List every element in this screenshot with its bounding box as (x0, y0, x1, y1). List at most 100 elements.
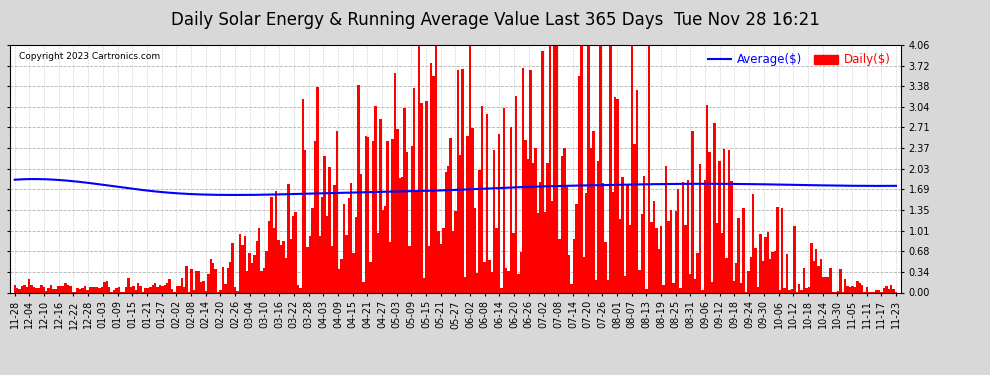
Bar (115, 288, 118, 292)
Bar (445, 172, 446, 292)
Bar (691, 131, 694, 292)
Bar (50, 285, 52, 292)
Bar (771, 252, 774, 292)
Bar (416, 191, 418, 292)
Bar (319, 236, 321, 292)
Bar (805, 288, 808, 292)
Bar (726, 258, 728, 292)
Bar (665, 166, 667, 292)
Bar (600, 45, 602, 292)
Bar (224, 284, 227, 292)
Bar (394, 73, 396, 292)
Bar (246, 271, 248, 292)
Bar (215, 268, 217, 292)
Bar (333, 184, 336, 292)
Bar (587, 45, 590, 292)
Bar (735, 264, 738, 292)
Bar (788, 290, 791, 292)
Bar (108, 287, 110, 292)
Bar (823, 277, 825, 292)
Bar (66, 285, 69, 292)
Bar (696, 254, 699, 292)
Bar (459, 155, 461, 292)
Bar (294, 212, 297, 292)
Bar (379, 119, 381, 292)
Bar (399, 178, 401, 292)
Bar (609, 45, 612, 292)
Bar (355, 217, 357, 292)
Bar (297, 285, 299, 292)
Bar (190, 269, 193, 292)
Bar (551, 201, 553, 292)
Bar (580, 45, 582, 292)
Bar (570, 284, 573, 292)
Bar (875, 290, 878, 292)
Bar (525, 140, 527, 292)
Bar (289, 239, 292, 292)
Bar (389, 242, 391, 292)
Bar (890, 285, 892, 292)
Bar (851, 286, 853, 292)
Bar (242, 244, 244, 292)
Bar (505, 268, 508, 292)
Bar (280, 245, 282, 292)
Bar (738, 218, 740, 292)
Bar (660, 226, 662, 292)
Bar (352, 254, 355, 292)
Bar (147, 288, 149, 292)
Bar (386, 141, 389, 292)
Bar (846, 286, 848, 292)
Bar (885, 286, 888, 292)
Bar (650, 222, 652, 292)
Bar (677, 189, 679, 292)
Bar (888, 290, 890, 292)
Bar (23, 285, 26, 292)
Bar (490, 272, 493, 292)
Bar (544, 212, 546, 292)
Bar (19, 289, 21, 292)
Bar (406, 152, 408, 292)
Bar (582, 258, 585, 292)
Bar (396, 129, 399, 292)
Bar (43, 287, 45, 292)
Bar (679, 288, 682, 292)
Bar (171, 289, 173, 292)
Bar (669, 210, 672, 292)
Bar (488, 260, 490, 292)
Bar (856, 281, 858, 292)
Bar (250, 262, 253, 292)
Bar (285, 258, 287, 292)
Bar (331, 246, 333, 292)
Bar (154, 282, 156, 292)
Bar (168, 279, 171, 292)
Bar (706, 105, 709, 292)
Bar (481, 106, 483, 292)
Bar (636, 90, 639, 292)
Bar (778, 290, 781, 292)
Bar (515, 96, 517, 292)
Bar (476, 273, 478, 292)
Bar (626, 185, 629, 292)
Bar (563, 148, 565, 292)
Bar (435, 45, 438, 292)
Bar (486, 114, 488, 292)
Bar (377, 233, 379, 292)
Bar (530, 70, 532, 292)
Bar (413, 88, 416, 292)
Bar (62, 286, 64, 292)
Bar (786, 254, 788, 292)
Bar (595, 280, 597, 292)
Bar (316, 87, 319, 292)
Bar (336, 130, 338, 292)
Bar (629, 225, 631, 292)
Bar (341, 259, 343, 292)
Bar (69, 286, 71, 292)
Bar (79, 289, 81, 292)
Bar (210, 259, 212, 292)
Bar (151, 285, 154, 292)
Bar (163, 285, 166, 292)
Bar (813, 261, 815, 292)
Bar (723, 149, 726, 292)
Bar (212, 263, 215, 292)
Bar (227, 268, 229, 292)
